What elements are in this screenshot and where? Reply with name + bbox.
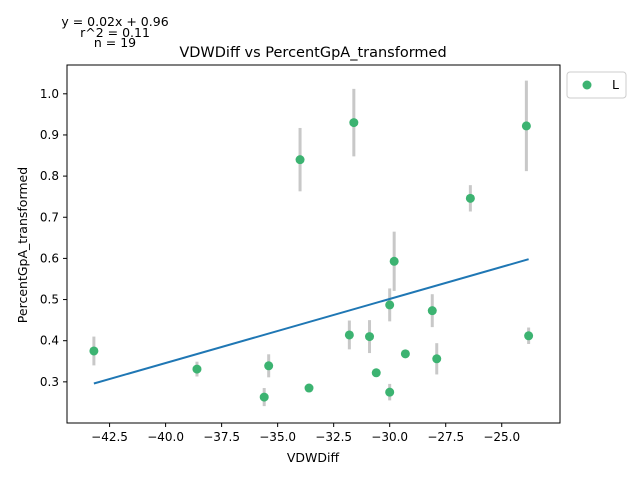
- x-tick-label: −25.0: [483, 430, 520, 444]
- y-axis-label: PercentGpA_transformed: [15, 167, 30, 323]
- n-annotation: n = 19: [94, 35, 136, 50]
- y-tick-label: 1.0: [40, 87, 59, 101]
- y-tick-label: 0.3: [40, 375, 59, 389]
- legend-marker: [582, 80, 592, 90]
- regression-line-layer: [93, 258, 529, 385]
- y-tick-label: 0.6: [40, 251, 59, 265]
- data-point: [465, 193, 475, 203]
- x-tick-label: −30.0: [371, 430, 408, 444]
- y-tick-label: 0.8: [40, 169, 59, 183]
- data-point: [521, 121, 531, 131]
- data-point: [524, 331, 534, 341]
- data-point: [259, 392, 269, 402]
- y-tick-label: 0.7: [40, 210, 59, 224]
- x-tick-label: −32.5: [315, 430, 352, 444]
- legend-box: [566, 71, 627, 99]
- plot-frame: [66, 64, 561, 424]
- x-tick-label: −42.5: [91, 430, 128, 444]
- data-point: [304, 383, 314, 393]
- data-point: [264, 361, 274, 371]
- equation-annotation: y = 0.02x + 0.96: [61, 14, 168, 29]
- r-squared-annotation: r^2 = 0.11: [80, 25, 150, 40]
- legend-entry-label: L: [612, 77, 619, 92]
- data-point: [385, 387, 395, 397]
- data-point: [349, 118, 359, 128]
- error-bars-layer: [92, 80, 531, 407]
- ticks: −42.5 −40.0 −37.5 −35.0 −32.5 −30.0 −27.5 −25.0…: [40, 87, 520, 444]
- data-point: [427, 306, 437, 316]
- x-axis-label: VDWDiff: [287, 450, 340, 465]
- x-tick-label: −40.0: [147, 430, 184, 444]
- y-tick-label: 0.9: [40, 128, 59, 142]
- data-points-layer: [89, 118, 534, 402]
- data-point: [389, 256, 399, 266]
- regression-line: [93, 258, 529, 385]
- data-point: [385, 300, 395, 310]
- x-tick-label: −37.5: [203, 430, 240, 444]
- axes: [66, 64, 561, 424]
- data-point: [192, 364, 202, 374]
- data-point: [365, 332, 375, 342]
- x-tick-label: −27.5: [427, 430, 464, 444]
- data-point: [344, 330, 354, 340]
- data-point: [400, 349, 410, 359]
- chart-title: VDWDiff vs PercentGpA_transformed: [179, 45, 446, 61]
- data-point: [89, 346, 99, 356]
- y-tick-label: 0.5: [40, 293, 59, 307]
- legend: L: [566, 71, 627, 99]
- data-point: [295, 155, 305, 165]
- data-point: [432, 354, 442, 364]
- x-tick-label: −35.0: [259, 430, 296, 444]
- y-tick-label: 0.4: [40, 334, 59, 348]
- data-point: [371, 368, 381, 378]
